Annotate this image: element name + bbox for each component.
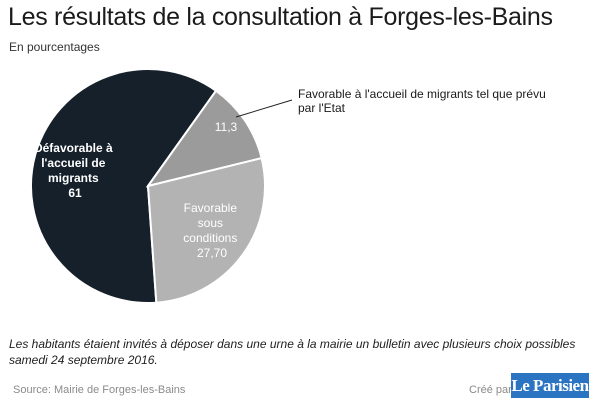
pie-slice-favorable-etat <box>145 89 263 188</box>
credit-text: Créé par <box>469 384 512 396</box>
slice-label-defavorable: Défavorable à l'accueil de migrants 61 <box>34 141 116 200</box>
source-text: Source: Mairie de Forges-les-Bains <box>13 384 186 396</box>
slice-label-favorable-etat-value: 11,3 <box>215 120 238 134</box>
callout-label-favorable-etat: Favorable à l'accueil de migrants tel qu… <box>298 87 549 115</box>
pie-chart: Défavorable à l'accueil de migrants 61 1… <box>30 68 549 304</box>
pie-slice-defavorable <box>30 68 218 304</box>
slice-label-sous-conditions: Favorable sous conditions 27,70 <box>183 201 240 260</box>
le-parisien-logo[interactable]: Le Parisien <box>511 373 589 398</box>
chart-subtitle: En pourcentages <box>9 40 100 54</box>
footnote: Les habitants étaient invités à déposer … <box>9 337 576 367</box>
chart-title: Les résultats de la consultation à Forge… <box>8 3 553 31</box>
pie-slice-sous-conditions <box>146 156 266 304</box>
callout-leader-line <box>235 99 293 118</box>
